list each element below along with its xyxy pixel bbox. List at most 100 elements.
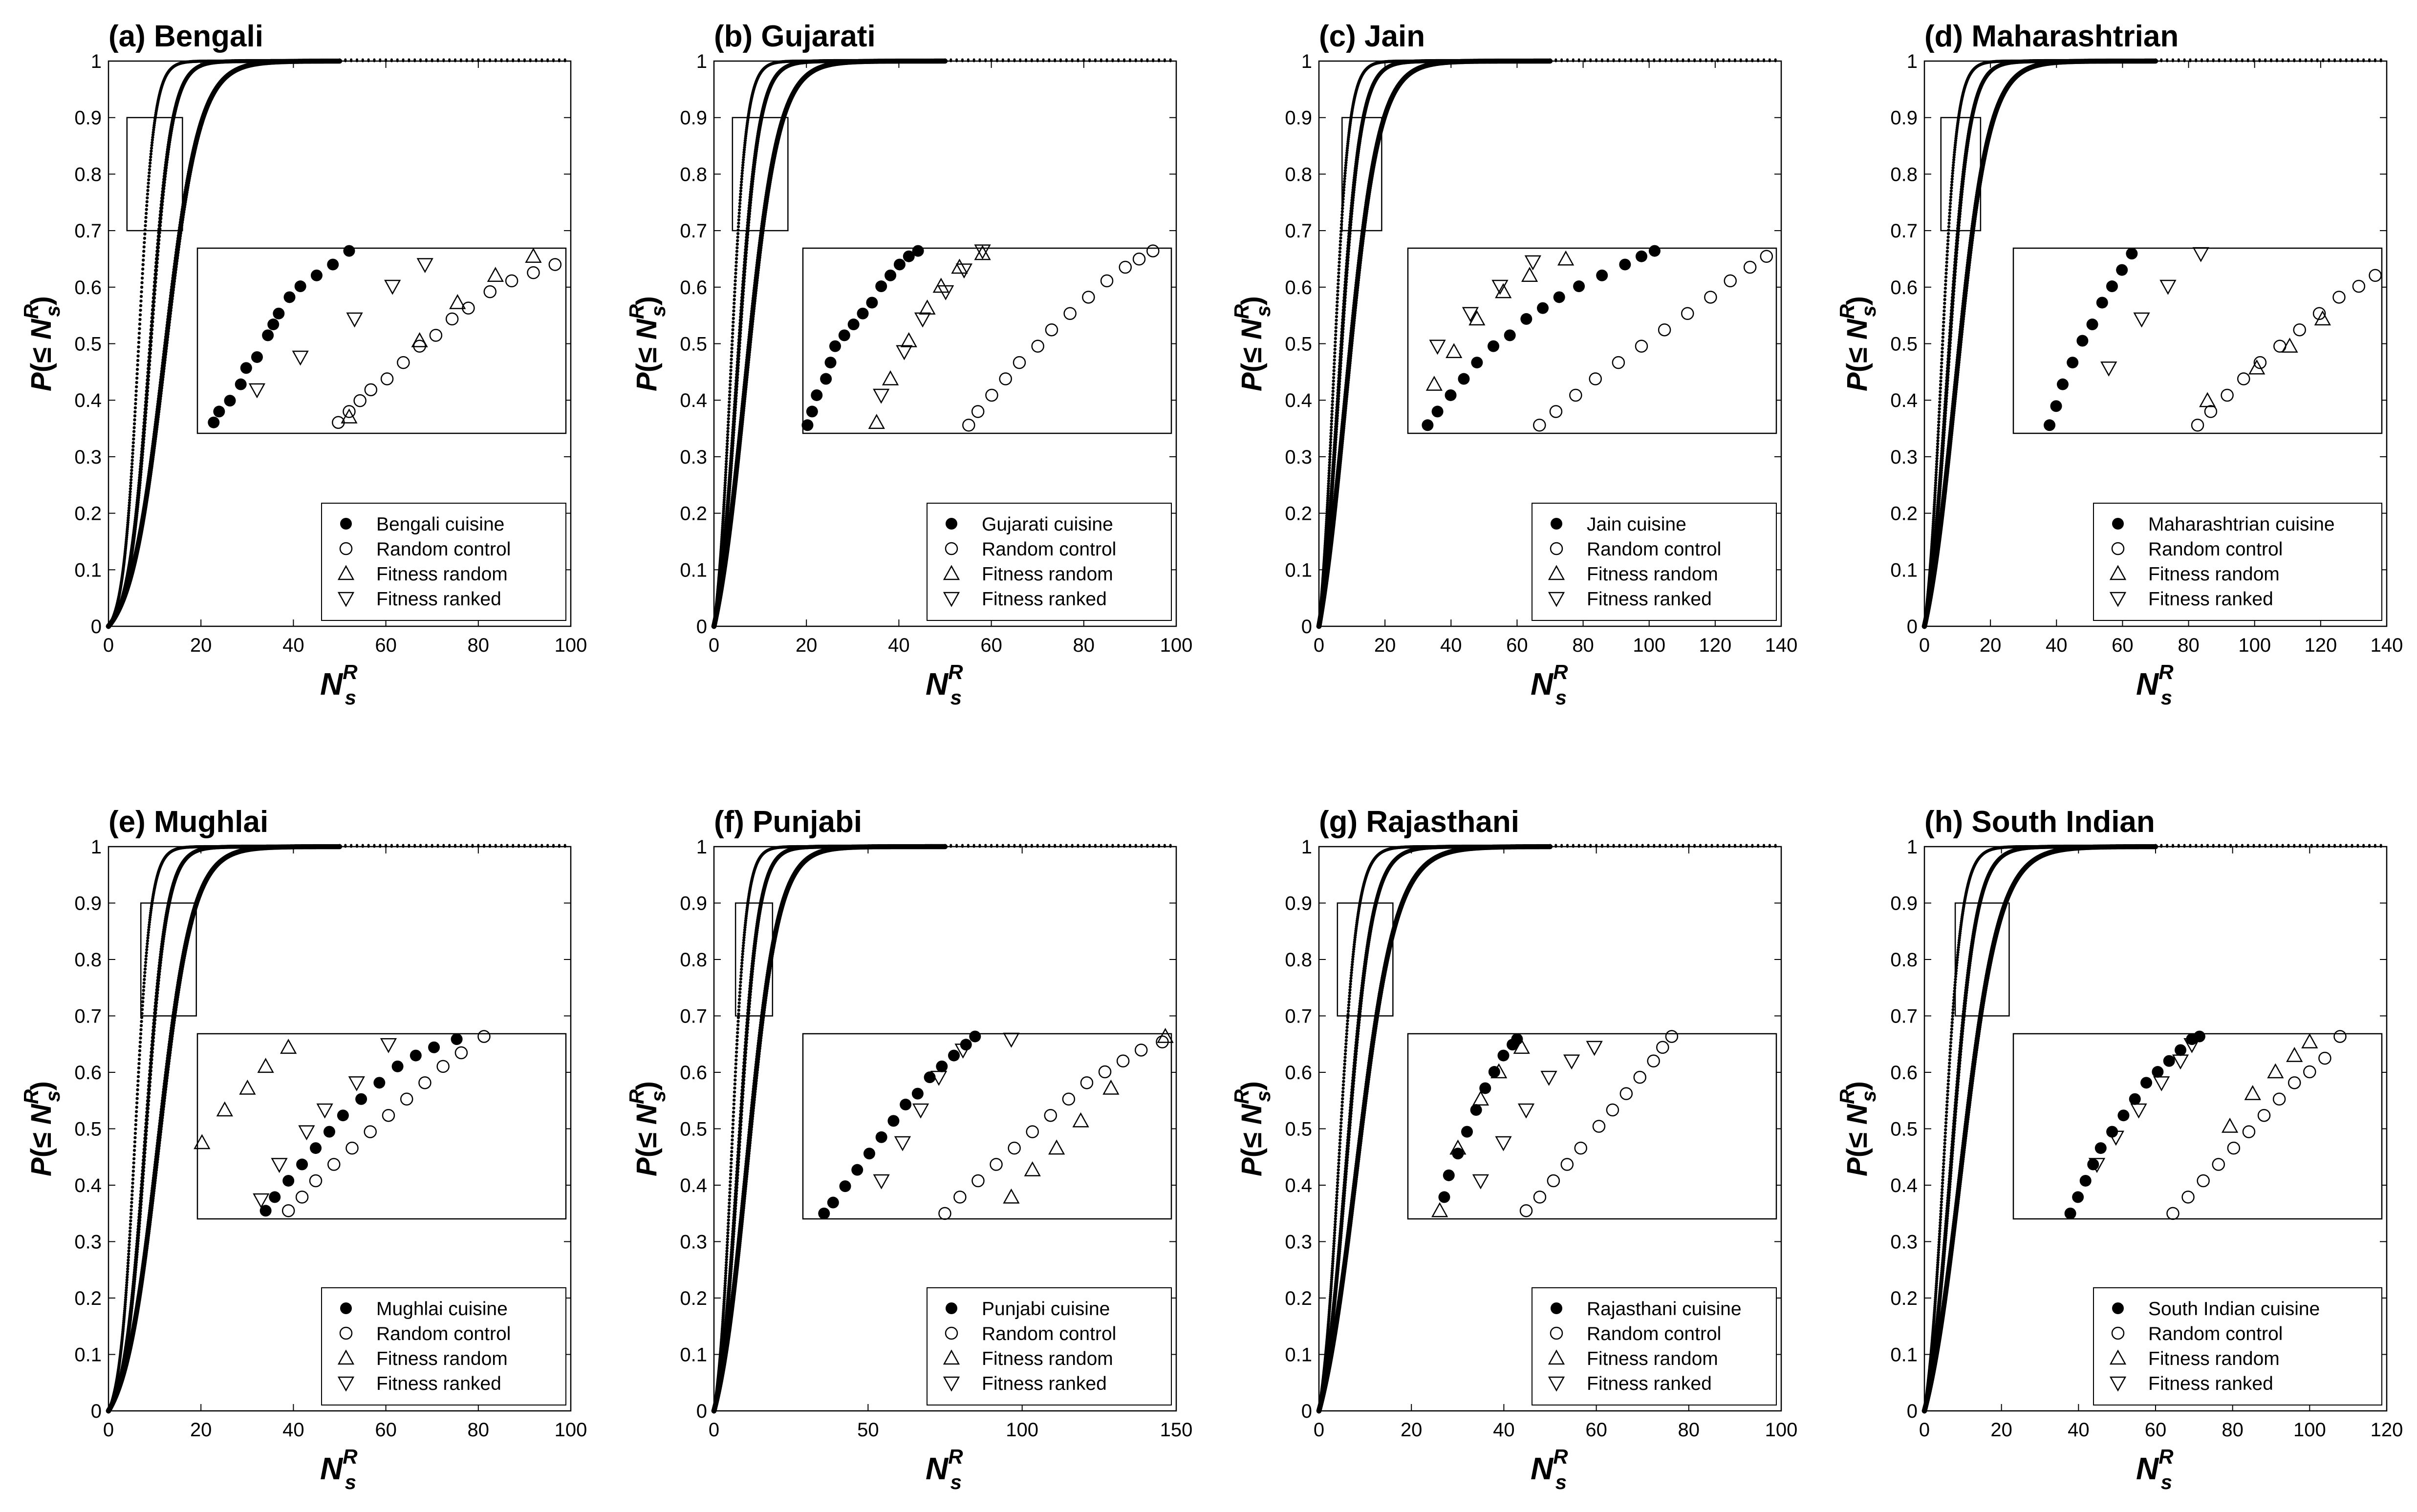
cdf-point (137, 336, 141, 340)
cdf-tail-point (1001, 58, 1004, 61)
cdf-point (1332, 369, 1336, 372)
cdf-point (734, 283, 737, 286)
cdf-point (130, 465, 134, 469)
cdf-tail-point (546, 58, 549, 61)
cdf-point (727, 414, 731, 417)
cdf-point (1330, 409, 1334, 413)
cdf-point (727, 404, 731, 407)
cdf-point (129, 487, 132, 490)
cdf-point (129, 481, 132, 485)
inset-frame (802, 247, 1172, 434)
cdf-point (134, 398, 138, 401)
inset-point-cuisine (267, 319, 280, 331)
inset-point-cuisine (912, 245, 924, 257)
cdf-tail-point (1158, 58, 1161, 61)
cdf-point (156, 241, 160, 246)
cdf-tail-point (1128, 58, 1131, 61)
cdf-point (148, 161, 152, 165)
cdf-point (152, 288, 157, 292)
cdf-tail-point (413, 58, 416, 61)
cdf-point (1331, 400, 1334, 403)
cdf-tail-point (454, 58, 456, 61)
x-label-superscript: R (948, 660, 963, 683)
cdf-point (734, 272, 737, 275)
x-tick-label: 0 (709, 635, 719, 656)
cdf-tail-point (1169, 58, 1172, 61)
inset-point-cuisine (251, 351, 263, 363)
x-tick-label: 20 (190, 635, 212, 656)
inset-point-cuisine (824, 357, 837, 369)
cdf-point (151, 135, 154, 139)
y-tick-label: 1 (696, 51, 707, 72)
cdf-point (1331, 389, 1335, 393)
cdf-point (138, 318, 142, 321)
cdf-tail-point (1123, 58, 1126, 61)
cdf-point (738, 198, 742, 202)
cdf-point (728, 397, 731, 401)
cdf-point (732, 309, 735, 313)
cdf-point (729, 365, 733, 368)
cdf-tail-point (540, 58, 543, 61)
y-label-part: N (631, 319, 663, 340)
cdf-tail-point (425, 58, 428, 61)
cdf-point (1333, 358, 1336, 362)
x-tick-label: 60 (375, 635, 397, 656)
cdf-point (156, 238, 161, 242)
cdf-tail-point (442, 58, 445, 61)
inset-point-cuisine (847, 319, 860, 331)
chart-title: (c) Jain (1319, 20, 1425, 53)
cdf-point (729, 368, 733, 372)
inset-point-cuisine (343, 245, 355, 257)
cdf-point (150, 144, 153, 147)
cdf-point (733, 290, 736, 294)
cdf-point (140, 290, 143, 294)
cdf-point (734, 260, 738, 264)
cdf-point (732, 320, 735, 324)
cdf-point (157, 231, 161, 235)
cdf-point (134, 389, 138, 393)
inset-frame (196, 247, 567, 434)
cdf-point (132, 422, 136, 426)
x-tick-label: 20 (796, 635, 818, 656)
cdf-point (151, 312, 155, 316)
y-label-superscript: R (20, 304, 43, 319)
cdf-point (150, 147, 153, 150)
cdf-point (149, 331, 153, 336)
zoom-region-box (126, 117, 183, 232)
cdf-tail-point (477, 58, 480, 61)
cdf-point (1332, 379, 1335, 383)
y-tick-label: 0.7 (1285, 220, 1312, 242)
cdf-point (1334, 337, 1338, 341)
cdf-point (1330, 422, 1333, 426)
cdf-tail-point (1134, 58, 1137, 61)
inset-point-cuisine (273, 307, 285, 319)
x-tick-label: 0 (1314, 635, 1324, 656)
cdf-tail-point (1042, 58, 1045, 61)
cdf-tail-point (465, 58, 468, 61)
x-tick-label: 140 (1765, 635, 1798, 656)
cdf-point (1334, 329, 1338, 333)
cdf-point (724, 465, 728, 469)
cdf-point (155, 245, 160, 250)
cdf-tail-point (459, 58, 462, 61)
cdf-tail-point (1163, 58, 1166, 61)
inset-point-cuisine (262, 329, 274, 341)
cdf-point (155, 249, 160, 254)
cdf-point (1329, 447, 1332, 450)
cdf-point (151, 296, 156, 300)
cdf-point (730, 358, 733, 361)
cdf-point (141, 272, 144, 276)
cdf-point (1336, 297, 1339, 300)
cdf-point (148, 165, 151, 168)
cdf-tail-point (558, 58, 561, 61)
cdf-point (150, 316, 155, 320)
cdf-point (145, 200, 149, 204)
cdf-tail-point (978, 58, 981, 61)
cdf-point (1331, 396, 1335, 400)
x-tick-label: 0 (103, 635, 114, 656)
y-tick-label: 0.3 (74, 447, 102, 468)
legend-label-random: Random control (982, 539, 1116, 560)
cdf-point (1330, 413, 1334, 416)
cdf-point (1333, 344, 1337, 347)
cdf-point (156, 234, 161, 239)
